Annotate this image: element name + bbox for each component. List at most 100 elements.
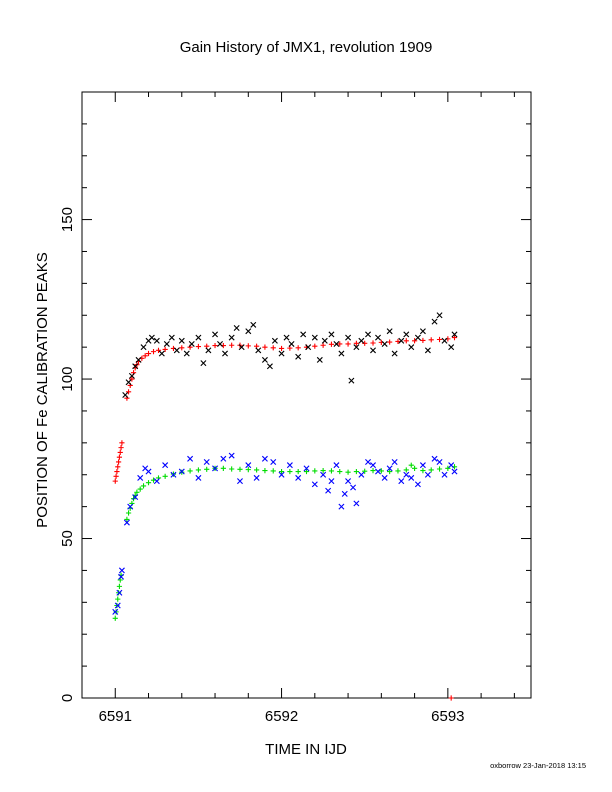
data-point: [253, 474, 260, 481]
data-point: [123, 519, 130, 526]
data-point: [445, 465, 451, 471]
data-point: [245, 467, 251, 473]
data-point: [115, 590, 122, 596]
data-point: [145, 480, 152, 486]
data-point: [419, 462, 426, 469]
data-point: [162, 346, 168, 352]
y-tick-label: 50: [59, 530, 76, 547]
data-point: [338, 350, 345, 357]
data-point: [187, 468, 193, 474]
data-point: [134, 489, 140, 495]
data-point: [358, 471, 365, 478]
data-point: [321, 337, 328, 344]
data-point: [287, 468, 293, 475]
data-point: [448, 695, 454, 701]
data-point: [419, 328, 426, 335]
data-point: [278, 345, 285, 352]
data-point: [420, 467, 426, 474]
data-point: [245, 462, 252, 469]
data-point: [170, 471, 177, 478]
data-point: [266, 363, 273, 370]
data-point: [345, 334, 352, 341]
data-point: [142, 353, 148, 359]
data-point: [115, 596, 121, 602]
data-point: [113, 473, 119, 479]
y-axis-label: POSITION OF Fe CALIBRATION PEAKS: [34, 252, 51, 528]
data-point: [431, 455, 438, 462]
data-point: [261, 455, 268, 462]
data-point: [145, 350, 152, 357]
data-points: [112, 312, 458, 701]
data-point: [428, 337, 434, 343]
data-point: [153, 478, 160, 485]
data-point: [178, 468, 185, 475]
data-point: [187, 455, 194, 462]
data-point: [205, 347, 212, 354]
chart-title: Gain History of JMX1, revolution 1909: [180, 39, 433, 56]
data-point: [288, 340, 295, 347]
data-point: [270, 345, 276, 351]
data-point: [436, 458, 443, 465]
data-point: [220, 465, 226, 471]
data-point: [403, 331, 410, 338]
data-point: [122, 392, 129, 398]
data-point: [387, 468, 393, 475]
y-tick-label: 100: [59, 367, 76, 392]
data-point: [303, 468, 310, 475]
data-point: [312, 343, 318, 349]
data-point: [212, 465, 219, 472]
plot-frame: [81, 91, 532, 699]
data-point: [391, 350, 398, 357]
data-point: [229, 466, 235, 472]
data-point: [341, 490, 348, 497]
data-point: [414, 334, 421, 341]
data-point: [320, 471, 327, 478]
data-point: [153, 337, 160, 344]
data-point: [140, 344, 147, 351]
data-point: [295, 353, 302, 360]
data-point: [124, 516, 130, 522]
data-point: [158, 350, 165, 357]
data-point: [270, 458, 277, 465]
data-point: [114, 602, 121, 609]
data-point: [353, 468, 359, 475]
x-tick-label: 6593: [431, 708, 464, 725]
data-point: [353, 500, 360, 507]
data-point: [127, 503, 134, 510]
data-point: [283, 334, 290, 341]
data-point: [408, 474, 415, 481]
data-point: [212, 331, 219, 338]
data-point: [119, 440, 125, 446]
data-point: [411, 338, 418, 344]
data-point: [237, 466, 243, 472]
data-point: [295, 468, 301, 475]
data-point: [278, 468, 285, 475]
data-point: [262, 344, 268, 350]
data-point: [338, 503, 345, 510]
data-point: [345, 341, 351, 347]
data-point: [337, 468, 343, 475]
data-point: [320, 467, 326, 474]
data-point: [286, 462, 293, 469]
data-point: [300, 331, 307, 338]
data-point: [129, 376, 135, 382]
data-point: [195, 467, 202, 473]
data-point: [145, 468, 152, 475]
data-point: [386, 328, 393, 335]
data-point: [325, 487, 332, 494]
data-point: [135, 356, 142, 363]
data-point: [365, 458, 372, 465]
series-2: [122, 312, 458, 398]
x-tick-label: 6591: [99, 708, 132, 725]
data-point: [391, 458, 398, 465]
data-point: [295, 474, 302, 481]
data-point: [254, 467, 260, 473]
data-point: [311, 334, 318, 341]
data-point: [168, 334, 175, 341]
data-point: [295, 345, 301, 351]
data-point: [250, 321, 257, 328]
data-point: [441, 471, 448, 478]
data-point: [451, 468, 458, 475]
data-point: [116, 589, 123, 596]
data-point: [162, 462, 169, 469]
